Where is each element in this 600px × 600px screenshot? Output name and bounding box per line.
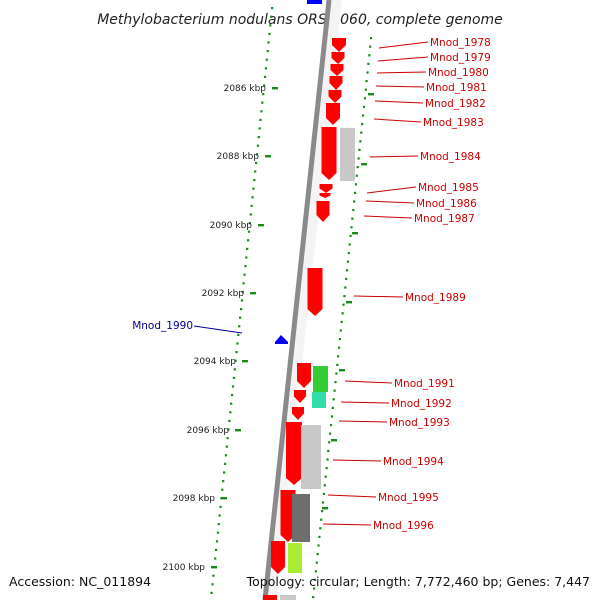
kbp-tick-mark	[235, 429, 241, 432]
plus-strand-gene	[329, 76, 343, 90]
gene-label[interactable]: Mnod_1985	[418, 182, 479, 194]
plus-strand-gene	[330, 64, 344, 76]
gene-leader-line	[353, 295, 404, 298]
kbp-tick-label: 2094 kbp	[194, 357, 237, 367]
minus-strand-gene	[275, 335, 288, 344]
gene-label[interactable]: Mnod_1994	[383, 456, 444, 468]
cog-green-gene	[313, 366, 328, 392]
plus-ring-tick	[368, 93, 374, 96]
gene-leader-line	[366, 186, 417, 194]
gene-leader-line	[338, 420, 388, 423]
genome-backbone	[262, 0, 332, 600]
gene-label[interactable]: Mnod_1991	[394, 378, 455, 390]
plus-ring-tick	[361, 163, 367, 166]
plus-ring-tick	[352, 232, 358, 235]
plus-ring-tick	[346, 301, 352, 304]
gene-label[interactable]: Mnod_1987	[414, 213, 475, 225]
gene-label-layer: Mnod_1978 Mnod_1979 Mnod_1980 Mnod_1981 Mnod…	[132, 37, 491, 532]
plus-strand-gene	[280, 490, 296, 542]
kbp-tick-mark	[242, 360, 248, 363]
cog-gray-gene	[280, 595, 296, 600]
gene-label[interactable]: Mnod_1990	[132, 320, 193, 332]
gene-label[interactable]: Mnod_1979	[430, 52, 491, 64]
gene-leader-line	[377, 56, 429, 62]
kbp-tick-mark	[258, 224, 264, 227]
gene-label[interactable]: Mnod_1982	[425, 98, 486, 110]
plus-ring-tick	[322, 507, 328, 510]
map-title: Methylobacterium nodulans ORS 2060, comp…	[97, 12, 503, 28]
plus-strand-gene	[331, 52, 345, 64]
plus-ring-tick	[339, 369, 345, 372]
gene-leader-line	[340, 401, 390, 404]
cog-darkgray-gene	[292, 494, 310, 542]
gene-label[interactable]: Mnod_1981	[426, 82, 487, 94]
kbp-tick-mark	[221, 497, 227, 500]
accession-label: Accession: NC_011894	[9, 574, 151, 589]
gene-leader-line	[322, 523, 372, 526]
gene-leader-line	[373, 118, 422, 123]
gene-label[interactable]: Mnod_1980	[428, 67, 489, 79]
plus-strand-gene	[286, 422, 302, 485]
plus-strand-gene	[294, 390, 306, 403]
gene-leader-line	[378, 41, 429, 49]
gene-leader-line	[369, 155, 419, 158]
plus-strand-gene	[292, 407, 304, 420]
gene-leader-line	[332, 459, 382, 462]
gene-label[interactable]: Mnod_1992	[391, 398, 452, 410]
kbp-tick-mark	[250, 292, 256, 295]
plus-strand-gene	[271, 541, 285, 574]
gene-leader-line	[193, 325, 243, 334]
plus-strand-gene	[307, 268, 323, 316]
gene-label[interactable]: Mnod_1983	[423, 117, 484, 129]
genome-summary: Topology: circular; Length: 7,772,460 bp…	[246, 574, 590, 589]
gene-leader-line	[344, 380, 393, 384]
gene-label[interactable]: Mnod_1989	[405, 292, 466, 304]
kbp-tick-mark	[265, 155, 271, 158]
gene-label[interactable]: Mnod_1986	[416, 198, 477, 210]
scale-ring-layer: 2086 kbp 2088 kbp 2090 kbp 2092 kbp 2094 kbp…	[163, 7, 374, 599]
cog-teal-gene	[312, 392, 326, 408]
kbp-tick-label: 2092 kbp	[202, 289, 245, 299]
gene-leader-line	[374, 100, 424, 104]
cog-gray-gene	[301, 425, 321, 489]
kbp-tick-mark	[211, 566, 217, 569]
top-minus-gene	[307, 0, 322, 4]
gene-leader-line	[365, 200, 415, 204]
plus-strand-gene	[321, 127, 337, 180]
kbp-tick-label: 2098 kbp	[173, 494, 216, 504]
plus-strand-gene	[316, 201, 330, 222]
plus-strand-gene	[297, 363, 311, 388]
kbp-tick-mark	[272, 87, 278, 90]
kbp-tick-label: 2088 kbp	[217, 152, 260, 162]
plus-strand-gene	[332, 38, 346, 52]
gene-leader-line	[375, 85, 425, 88]
kbp-tick-label: 2086 kbp	[224, 84, 267, 94]
cog-lime-gene	[288, 543, 302, 573]
gene-label[interactable]: Mnod_1996	[373, 520, 434, 532]
kbp-tick-label: 2090 kbp	[210, 221, 253, 231]
plus-strand-gene	[319, 193, 331, 198]
plus-ring-tick	[331, 439, 337, 442]
plus-strand-gene	[263, 595, 277, 600]
kbp-tick-label: 2096 kbp	[187, 426, 230, 436]
gene-label[interactable]: Mnod_1995	[378, 492, 439, 504]
scale-ring-left	[210, 7, 274, 594]
gene-leader-line	[376, 71, 427, 74]
cog-gray-gene	[340, 128, 355, 181]
scale-ring-right	[312, 37, 373, 599]
plus-strand-gene	[328, 90, 342, 103]
plus-strand-gene	[319, 184, 333, 193]
gene-feature-layer	[263, 38, 355, 600]
gene-leader-line	[363, 215, 413, 219]
gene-label[interactable]: Mnod_1993	[389, 417, 450, 429]
gene-label[interactable]: Mnod_1984	[420, 151, 481, 163]
kbp-tick-label: 2100 kbp	[163, 563, 206, 573]
plus-strand-gene	[326, 103, 340, 125]
gene-leader-line	[327, 494, 377, 498]
gene-label[interactable]: Mnod_1978	[430, 37, 491, 49]
